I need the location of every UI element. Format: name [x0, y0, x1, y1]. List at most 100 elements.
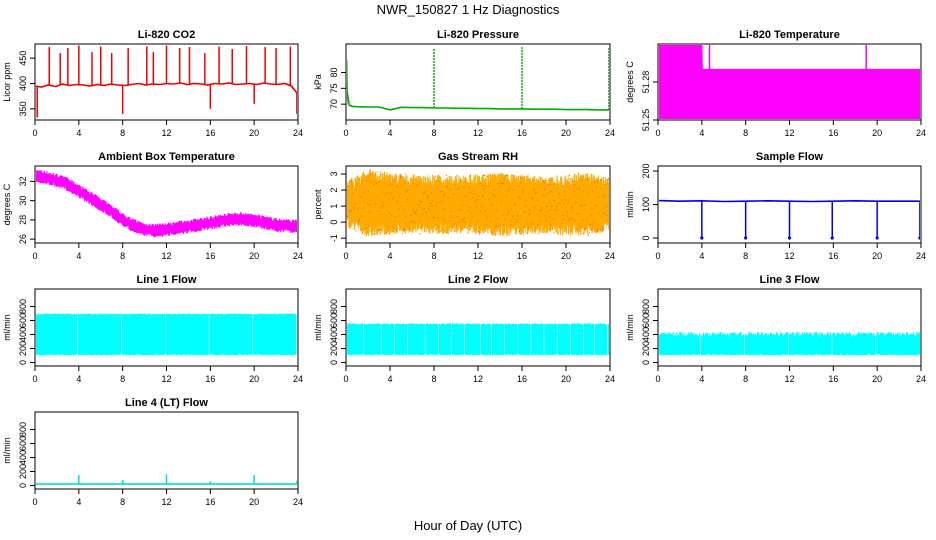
y-tick-label: 0 [329, 220, 339, 225]
x-tick-label: 8 [743, 128, 748, 138]
y-tick-label: 800 [329, 299, 339, 314]
x-tick-label: 0 [655, 251, 660, 261]
y-tick-label: 400 [18, 327, 28, 342]
panel-title: Ambient Box Temperature [98, 151, 235, 163]
y-tick-label: 0 [18, 483, 28, 488]
y-tick-label: 400 [641, 327, 651, 342]
panel-10: Line 4 (LT) Flow ml/min 0 4 8 12 16 20 24 0 200400… [2, 397, 303, 507]
y-tick-label: 800 [641, 299, 651, 314]
plot-area [659, 331, 920, 356]
y-tick-label: 600 [18, 436, 28, 451]
panel-ylabel: ml/min [2, 314, 12, 341]
x-tick-label: 12 [784, 128, 794, 138]
flow-band [659, 331, 920, 356]
x-tick-label: 12 [161, 497, 171, 507]
panel-ylabel: ml/min [625, 191, 635, 218]
x-tick-label: 8 [120, 497, 125, 507]
y-tick-label: 70 [329, 99, 339, 109]
x-tick-label: 16 [517, 128, 527, 138]
plot-area [347, 47, 609, 111]
y-tick-label: 80 [329, 67, 339, 77]
panel-2: Li-820 Pressure kPa 0 4 8 12 16 20 24 70 75 80 [313, 29, 615, 138]
x-tick-label: 8 [431, 128, 436, 138]
x-tick-label: 16 [205, 251, 215, 261]
x-tick-label: 8 [743, 251, 748, 261]
y-tick-label: 75 [329, 83, 339, 93]
x-tick-label: 20 [249, 497, 259, 507]
panel-ylabel: Licor ppm [2, 62, 12, 102]
y-tick-label: 600 [18, 313, 28, 328]
rh-texture [347, 171, 609, 236]
x-tick-label: 4 [387, 374, 392, 384]
y-tick-label: 30 [18, 196, 28, 206]
panel-ylabel: percent [313, 189, 323, 220]
series-line [36, 169, 297, 238]
y-tick-label: 400 [18, 450, 28, 465]
x-tick-label: 20 [872, 128, 882, 138]
x-tick-label: 0 [343, 374, 348, 384]
x-tick-label: 0 [32, 497, 37, 507]
y-tick-label: 32 [18, 176, 28, 186]
dip-point [918, 236, 920, 240]
dip-point [787, 236, 792, 240]
y-tick-label: 51.25 [641, 109, 651, 132]
x-tick-label: 0 [32, 374, 37, 384]
x-tick-label: 12 [161, 251, 171, 261]
x-tick-label: 4 [387, 251, 392, 261]
x-tick-label: 4 [387, 128, 392, 138]
x-tick-label: 8 [743, 374, 748, 384]
x-tick-label: 12 [784, 374, 794, 384]
y-tick-label: 200 [329, 341, 339, 356]
x-tick-label: 4 [76, 374, 81, 384]
temperature-band [659, 45, 920, 119]
x-tick-label: 12 [161, 128, 171, 138]
y-tick-label: 200 [18, 341, 28, 356]
panel-3: Li-820 Temperature degrees C 0 4 8 12 16 20 24 51… [625, 29, 926, 138]
x-tick-label: 0 [32, 251, 37, 261]
panel-7: Line 1 Flow ml/min 0 4 8 12 16 20 24 0 20040060080… [2, 274, 303, 384]
x-tick-label: 0 [343, 128, 348, 138]
x-tick-label: 20 [561, 128, 571, 138]
x-tick-label: 12 [473, 374, 483, 384]
x-tick-label: 8 [120, 374, 125, 384]
y-tick-label: 600 [329, 313, 339, 328]
x-tick-label: 8 [431, 251, 436, 261]
panel-6: Sample Flow ml/min 0 4 8 12 16 20 24 0 100 200 [625, 151, 926, 261]
plot-area [36, 474, 297, 485]
x-tick-label: 24 [293, 374, 303, 384]
x-tick-label: 24 [293, 497, 303, 507]
x-tick-label: 0 [655, 374, 660, 384]
y-tick-label: 2 [329, 188, 339, 193]
y-tick-label: 800 [18, 299, 28, 314]
panel-title: Li-820 Pressure [437, 29, 519, 41]
y-tick-label: 0 [329, 360, 339, 365]
plot-area [36, 169, 297, 238]
series-line [347, 59, 609, 111]
x-tick-label: 24 [916, 128, 926, 138]
x-tick-label: 24 [605, 128, 615, 138]
x-tick-label: 20 [561, 251, 571, 261]
y-tick-label: 200 [641, 341, 651, 356]
panel-title: Line 4 (LT) Flow [125, 397, 208, 409]
panel-title: Li-820 CO2 [138, 29, 195, 41]
panel-title: Gas Stream RH [438, 151, 518, 163]
figure-xlabel: Hour of Day (UTC) [413, 518, 523, 533]
panel-ylabel: degrees C [2, 183, 12, 225]
x-tick-label: 4 [76, 251, 81, 261]
y-tick-label: 200 [18, 464, 28, 479]
x-tick-label: 16 [205, 497, 215, 507]
x-tick-label: 24 [916, 251, 926, 261]
figure-title: NWR_150827 1 Hz Diagnostics [376, 2, 560, 17]
flow-band [347, 323, 609, 356]
x-tick-label: 0 [32, 128, 37, 138]
x-tick-label: 20 [561, 374, 571, 384]
plot-area [347, 169, 609, 237]
x-tick-label: 20 [249, 251, 259, 261]
plot-area [659, 45, 920, 119]
x-tick-label: 24 [293, 128, 303, 138]
panel-title: Li-820 Temperature [739, 29, 840, 41]
panel-8: Line 2 Flow ml/min 0 4 8 12 16 20 24 0 20040060080… [313, 274, 615, 384]
y-tick-label: 100 [641, 197, 651, 212]
y-tick-label: 0 [641, 360, 651, 365]
